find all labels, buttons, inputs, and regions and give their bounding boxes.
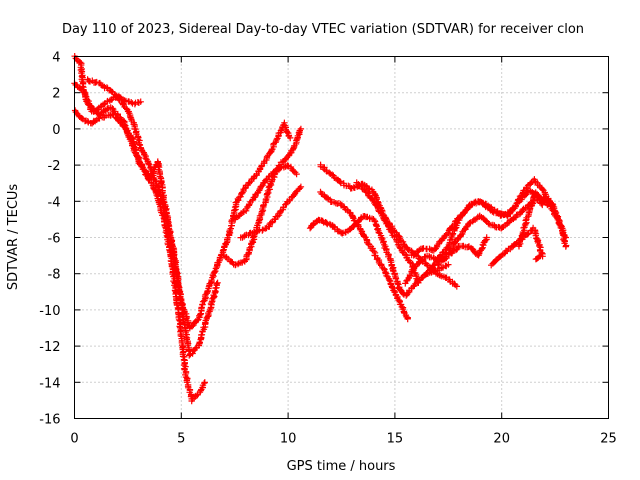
series-markers [515, 189, 546, 250]
y-tick-label: -16 [39, 413, 60, 428]
x-tick-label: 15 [387, 432, 404, 447]
x-axis-label: GPS time / hours [287, 459, 396, 474]
y-tick-label: 2 [52, 87, 60, 102]
data-points [71, 53, 570, 405]
x-tick-label: 20 [493, 432, 510, 447]
series-trace-9 [306, 213, 452, 299]
series-trace-4 [84, 76, 144, 108]
grid [74, 56, 609, 419]
y-tick-label: -10 [39, 304, 60, 319]
y-tick-label: -8 [48, 268, 61, 283]
series-trace-15 [434, 234, 490, 269]
series-trace-7 [237, 183, 305, 241]
series-trace-17 [515, 189, 546, 250]
plot-frame [74, 56, 609, 419]
y-tick-label: -6 [48, 232, 61, 247]
y-tick-label: 4 [52, 51, 60, 66]
series-trace-8 [317, 188, 411, 323]
series-markers [306, 213, 452, 299]
x-tick-labels: 0 5 10 15 20 25 [70, 432, 616, 447]
y-axis-label: SDTVAR / TECUs [6, 184, 21, 291]
x-tick-label: 5 [177, 432, 185, 447]
y-tick-label: -12 [39, 340, 60, 355]
y-tick-label: 0 [52, 123, 60, 138]
chart-title: Day 110 of 2023, Sidereal Day-to-day VTE… [62, 22, 584, 37]
series-markers [71, 107, 221, 359]
series-markers [237, 183, 305, 241]
x-tick-label: 10 [280, 432, 297, 447]
y-tick-label: -4 [48, 195, 61, 210]
y-tick-label: -2 [48, 159, 61, 174]
y-tick-label: -14 [39, 376, 60, 391]
series-markers [317, 188, 411, 323]
series-markers [434, 234, 490, 269]
x-tick-label: 0 [70, 432, 78, 447]
series-trace-6 [232, 162, 300, 223]
y-tick-labels: -16 -14 -12 -10 -8 -6 -4 -2 0 2 4 [39, 51, 60, 428]
series-markers [84, 76, 144, 108]
axis-ticks [74, 56, 609, 419]
series-markers [232, 162, 300, 223]
x-tick-label: 25 [600, 432, 617, 447]
series-trace-3 [71, 107, 221, 359]
